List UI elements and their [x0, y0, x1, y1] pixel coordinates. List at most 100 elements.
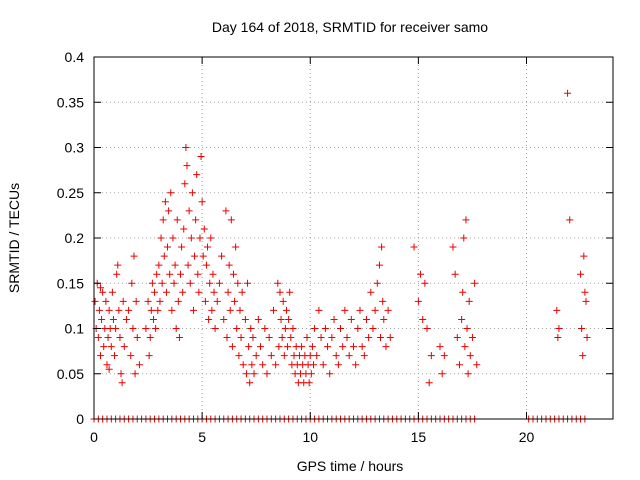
data-point	[196, 234, 204, 242]
data-point	[113, 270, 121, 278]
data-point	[198, 198, 206, 206]
data-point	[95, 306, 103, 314]
data-point	[199, 252, 207, 260]
data-point	[427, 352, 435, 360]
data-point	[201, 297, 209, 305]
data-point	[154, 306, 162, 314]
data-point	[555, 325, 563, 332]
y-tick-label: 0.35	[57, 94, 84, 110]
y-tick-label: 0	[76, 411, 84, 427]
data-point	[460, 234, 468, 242]
data-point	[175, 334, 183, 342]
data-point	[298, 343, 306, 351]
data-point	[91, 297, 99, 305]
data-point	[229, 270, 237, 278]
data-point	[235, 352, 243, 360]
x-tick-label: 10	[302, 429, 318, 445]
data-point	[99, 288, 107, 296]
data-point	[228, 343, 236, 351]
data-point	[194, 270, 202, 278]
data-point	[206, 279, 214, 287]
data-point	[410, 243, 418, 251]
data-point	[367, 288, 375, 296]
data-point	[107, 343, 115, 351]
y-tick-label: 0.05	[57, 366, 84, 382]
data-point	[238, 288, 246, 296]
data-point	[436, 343, 444, 351]
data-point	[463, 325, 471, 332]
data-point	[369, 325, 377, 332]
data-point	[144, 297, 152, 305]
data-point	[461, 343, 469, 351]
data-point	[102, 297, 110, 305]
data-point	[112, 325, 120, 332]
data-point	[177, 270, 184, 278]
data-point	[378, 243, 386, 251]
data-point	[380, 315, 388, 323]
data-point	[343, 334, 351, 342]
data-point	[202, 261, 210, 269]
data-point	[289, 325, 297, 332]
data-point	[440, 352, 448, 360]
data-point	[465, 297, 473, 305]
data-point	[466, 352, 474, 360]
data-point	[218, 252, 226, 260]
data-point	[182, 144, 190, 151]
data-point	[280, 352, 288, 360]
data-point	[127, 352, 135, 360]
data-point	[142, 325, 150, 332]
data-point	[156, 297, 164, 305]
data-point	[164, 243, 172, 251]
data-point	[187, 234, 195, 242]
y-tick-label: 0.3	[65, 140, 85, 156]
data-point	[578, 325, 586, 332]
data-point	[115, 306, 123, 314]
data-point	[279, 297, 287, 305]
data-point	[231, 297, 239, 305]
data-point	[421, 279, 429, 287]
data-point	[438, 370, 446, 378]
data-point	[417, 270, 425, 278]
data-point	[257, 343, 265, 351]
data-point	[582, 297, 590, 305]
data-point	[223, 334, 231, 342]
data-point	[459, 288, 467, 296]
data-point	[109, 315, 117, 323]
data-point	[566, 216, 574, 224]
data-point	[105, 306, 113, 314]
data-point	[133, 334, 141, 342]
data-point	[184, 261, 192, 269]
data-point	[282, 306, 290, 314]
data-point	[222, 207, 230, 215]
data-point	[455, 361, 463, 369]
data-point	[225, 261, 233, 269]
data-point	[317, 334, 325, 342]
data-point	[286, 288, 294, 296]
data-point	[160, 252, 168, 260]
data-point	[453, 334, 461, 342]
data-point	[158, 279, 166, 287]
data-point	[241, 315, 249, 323]
data-point	[321, 325, 329, 332]
data-point	[153, 270, 161, 278]
data-point	[232, 243, 240, 251]
data-point	[169, 234, 177, 242]
data-point	[207, 234, 215, 242]
data-point	[473, 361, 481, 369]
data-point	[108, 288, 116, 296]
data-point	[326, 370, 334, 378]
data-point	[165, 207, 173, 215]
data-point	[122, 315, 130, 323]
data-point	[195, 288, 203, 296]
data-point	[104, 334, 112, 342]
data-point	[554, 334, 562, 342]
data-point	[464, 370, 472, 378]
data-point	[358, 343, 366, 351]
data-point	[208, 306, 216, 314]
data-point	[259, 361, 267, 369]
data-point	[274, 279, 282, 287]
data-point	[226, 306, 234, 314]
data-point	[171, 261, 179, 269]
data-point	[227, 216, 235, 224]
